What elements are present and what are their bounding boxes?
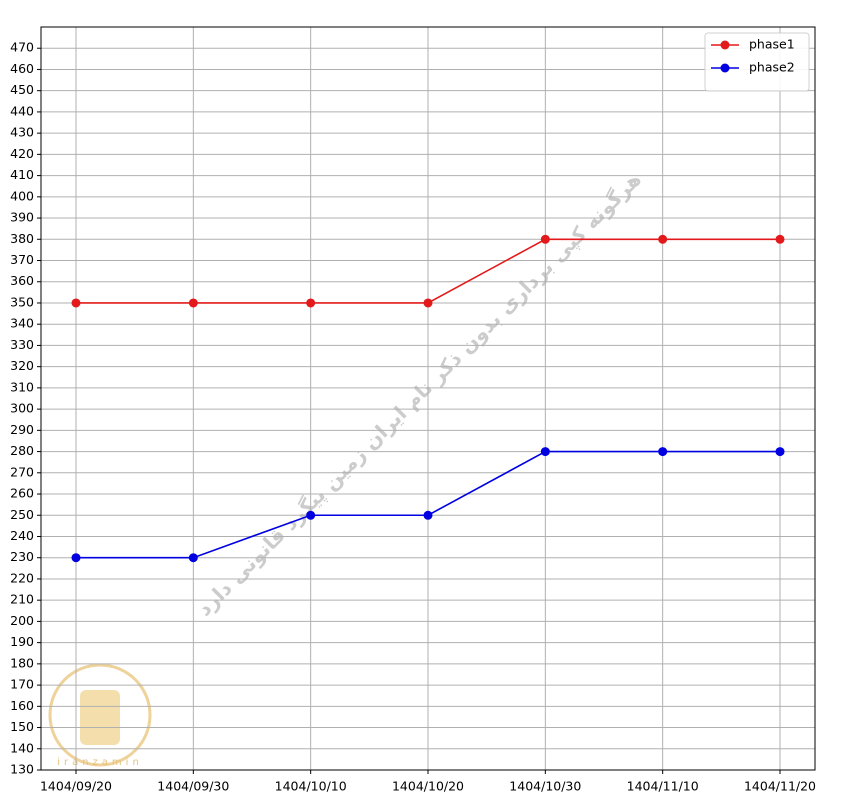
y-tick-label: 330 xyxy=(10,337,34,352)
logo-text: iranzamin xyxy=(57,757,143,768)
y-tick-label: 350 xyxy=(10,294,34,309)
logo-building xyxy=(80,690,120,745)
y-tick-label: 190 xyxy=(10,634,34,649)
y-tick-label: 380 xyxy=(10,231,34,246)
y-tick-label: 470 xyxy=(10,40,34,55)
data-point xyxy=(188,298,198,308)
x-tick-label: 1404/11/10 xyxy=(627,779,699,794)
y-tick-label: 320 xyxy=(10,358,34,373)
watermark: هرگونه کپی برداری بدون ذکر نام ایران زمی… xyxy=(192,167,646,621)
y-tick-label: 230 xyxy=(10,549,34,564)
y-tick-label: 370 xyxy=(10,252,34,267)
x-tick-label: 1404/11/20 xyxy=(744,779,816,794)
data-point xyxy=(306,510,316,520)
y-tick-label: 390 xyxy=(10,210,34,225)
y-tick-label: 430 xyxy=(10,125,34,140)
grid xyxy=(41,27,815,771)
data-point xyxy=(306,298,316,308)
x-tick-label: 1404/10/20 xyxy=(392,779,464,794)
y-tick-label: 150 xyxy=(10,719,34,734)
data-point xyxy=(188,553,198,563)
y-tick-label: 170 xyxy=(10,677,34,692)
legend-marker xyxy=(720,40,730,50)
y-tick-label: 160 xyxy=(10,698,34,713)
data-point xyxy=(775,234,785,244)
y-tick-label: 180 xyxy=(10,655,34,670)
legend-label: phase1 xyxy=(749,37,795,52)
legend-marker xyxy=(720,63,730,73)
y-tick-label: 260 xyxy=(10,486,34,501)
data-point xyxy=(71,298,81,308)
data-point xyxy=(540,234,550,244)
y-tick-label: 360 xyxy=(10,273,34,288)
data-point xyxy=(423,298,433,308)
y-tick-label: 270 xyxy=(10,464,34,479)
y-tick-label: 410 xyxy=(10,167,34,182)
legend: phase1 phase2 xyxy=(704,32,810,92)
data-point xyxy=(540,447,550,457)
y-tick-label: 460 xyxy=(10,61,34,76)
y-tick-label: 130 xyxy=(10,762,34,777)
y-tick-label: 440 xyxy=(10,103,34,118)
legend-label: phase2 xyxy=(749,60,795,75)
x-tick-label: 1404/10/10 xyxy=(275,779,347,794)
data-point xyxy=(423,510,433,520)
legend-box xyxy=(704,32,810,92)
y-tick-label: 280 xyxy=(10,443,34,458)
data-point xyxy=(658,234,668,244)
x-tick-label: 1404/10/30 xyxy=(509,779,581,794)
x-tick-label: 1404/09/20 xyxy=(40,779,112,794)
y-tick-label: 450 xyxy=(10,82,34,97)
data-point xyxy=(71,553,81,563)
data-point xyxy=(658,447,668,457)
y-tick-label: 240 xyxy=(10,528,34,543)
y-tick-label: 400 xyxy=(10,188,34,203)
y-tick-label: 290 xyxy=(10,422,34,437)
logo: iranzamin xyxy=(48,663,152,768)
y-tick-label: 300 xyxy=(10,401,34,416)
y-tick-label: 210 xyxy=(10,592,34,607)
y-tick-label: 140 xyxy=(10,740,34,755)
y-tick-label: 200 xyxy=(10,613,34,628)
y-tick-label: 420 xyxy=(10,146,34,161)
y-tick-label: 250 xyxy=(10,507,34,522)
x-tick-label: 1404/09/30 xyxy=(157,779,229,794)
data-point xyxy=(775,447,785,457)
logo-ring xyxy=(48,663,152,767)
y-tick-label: 340 xyxy=(10,316,34,331)
y-tick-label: 220 xyxy=(10,570,34,585)
plot-frame xyxy=(40,26,816,771)
y-tick-label: 310 xyxy=(10,379,34,394)
